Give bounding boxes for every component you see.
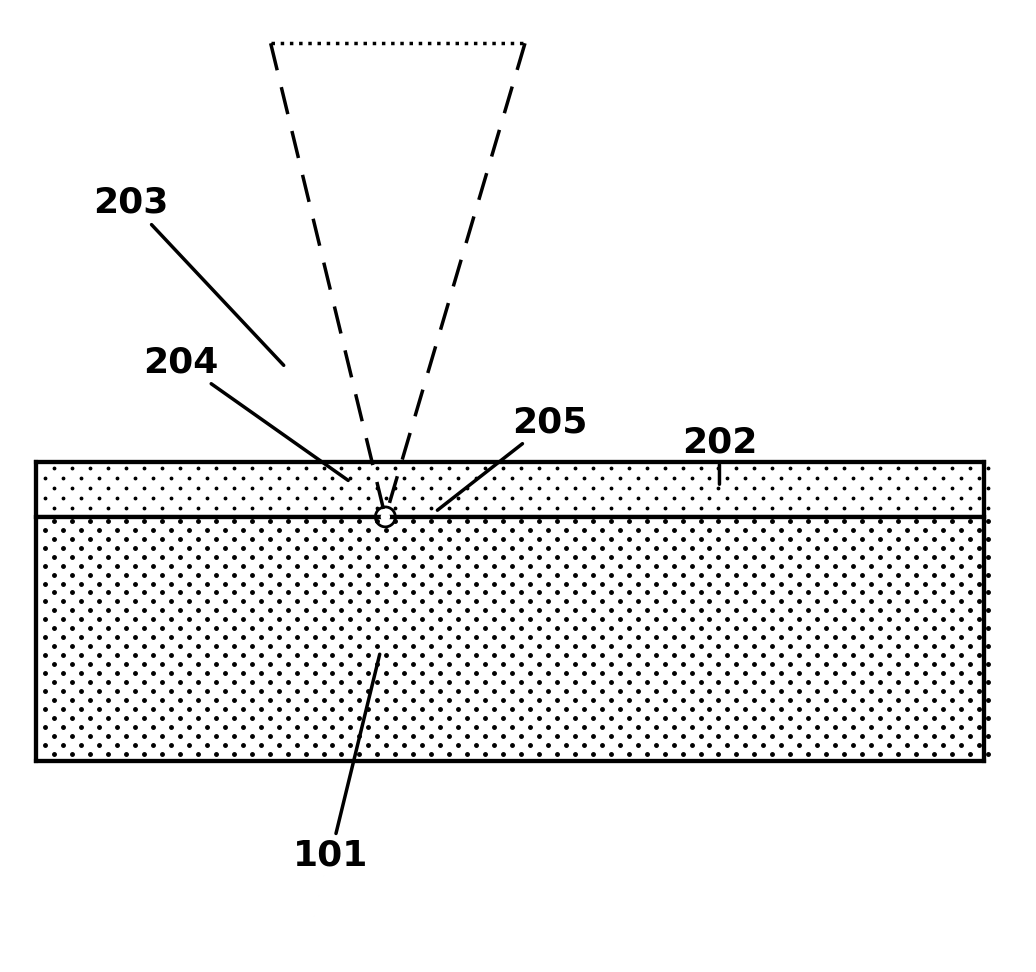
Text: 101: 101 bbox=[293, 654, 380, 873]
Bar bbox=[36, 462, 984, 517]
Text: 202: 202 bbox=[682, 425, 757, 484]
Text: 203: 203 bbox=[93, 186, 284, 365]
Text: 204: 204 bbox=[143, 345, 348, 480]
Text: 205: 205 bbox=[437, 405, 587, 510]
Circle shape bbox=[381, 513, 390, 521]
Bar bbox=[36, 517, 984, 761]
